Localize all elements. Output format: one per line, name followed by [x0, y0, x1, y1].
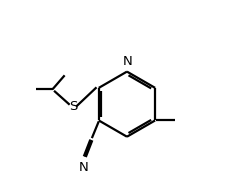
Text: S: S [69, 100, 77, 113]
Text: N: N [122, 54, 132, 68]
Text: N: N [78, 161, 88, 174]
